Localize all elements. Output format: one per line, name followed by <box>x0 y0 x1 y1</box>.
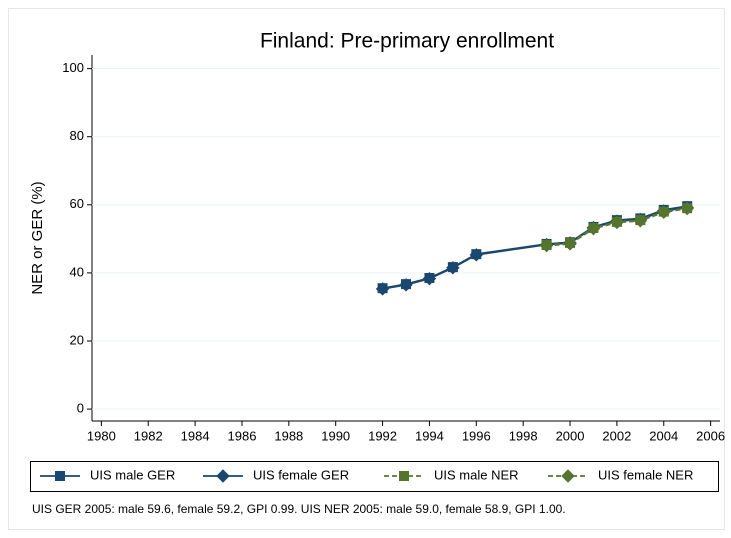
legend-marker <box>561 469 575 483</box>
data-point <box>469 248 484 262</box>
data-point <box>633 214 648 228</box>
data-point <box>539 238 554 253</box>
y-axis-label: NER or GER (%) <box>29 181 46 294</box>
y-tick-label: 80 <box>70 128 84 143</box>
data-point <box>563 237 577 251</box>
legend-box <box>30 461 719 492</box>
y-tick-label: 20 <box>70 332 84 347</box>
x-tick-label: 2000 <box>556 428 585 443</box>
y-tick-label: 100 <box>62 60 84 75</box>
data-point <box>610 215 624 230</box>
data-point <box>399 278 413 292</box>
chart-title: Finland: Pre-primary enrollment <box>260 30 554 53</box>
legend-marker <box>216 469 230 483</box>
x-tick-label: 1990 <box>321 428 350 443</box>
data-point <box>657 205 671 220</box>
legend-marker <box>399 471 409 481</box>
y-tick-label: 40 <box>70 264 84 279</box>
data-point <box>586 221 601 236</box>
y-tick-label: 0 <box>77 401 84 416</box>
data-point <box>680 201 694 216</box>
x-tick-label: 1982 <box>134 428 163 443</box>
x-tick-label: 1992 <box>368 428 397 443</box>
x-tick-label: 1998 <box>509 428 538 443</box>
x-tick-label: 2004 <box>649 428 678 443</box>
x-tick-label: 1996 <box>462 428 491 443</box>
legend-label: UIS female NER <box>598 467 693 482</box>
x-tick-label: 2002 <box>602 428 631 443</box>
x-tick-label: 1988 <box>274 428 303 443</box>
legend-label: UIS male GER <box>90 467 175 482</box>
legend-label: UIS female GER <box>253 467 349 482</box>
x-tick-label: 1994 <box>415 428 444 443</box>
x-tick-label: 1980 <box>87 428 116 443</box>
data-point <box>375 282 390 296</box>
x-tick-label: 2006 <box>696 428 725 443</box>
y-tick-label: 60 <box>70 196 84 211</box>
data-point <box>446 261 460 275</box>
legend-marker <box>55 471 65 481</box>
x-tick-label: 1984 <box>181 428 210 443</box>
data-point <box>422 271 437 286</box>
x-tick-label: 1986 <box>228 428 257 443</box>
legend-label: UIS male NER <box>434 467 519 482</box>
graph-region <box>8 8 725 530</box>
note: UIS GER 2005: male 59.6, female 59.2, GP… <box>32 502 566 516</box>
